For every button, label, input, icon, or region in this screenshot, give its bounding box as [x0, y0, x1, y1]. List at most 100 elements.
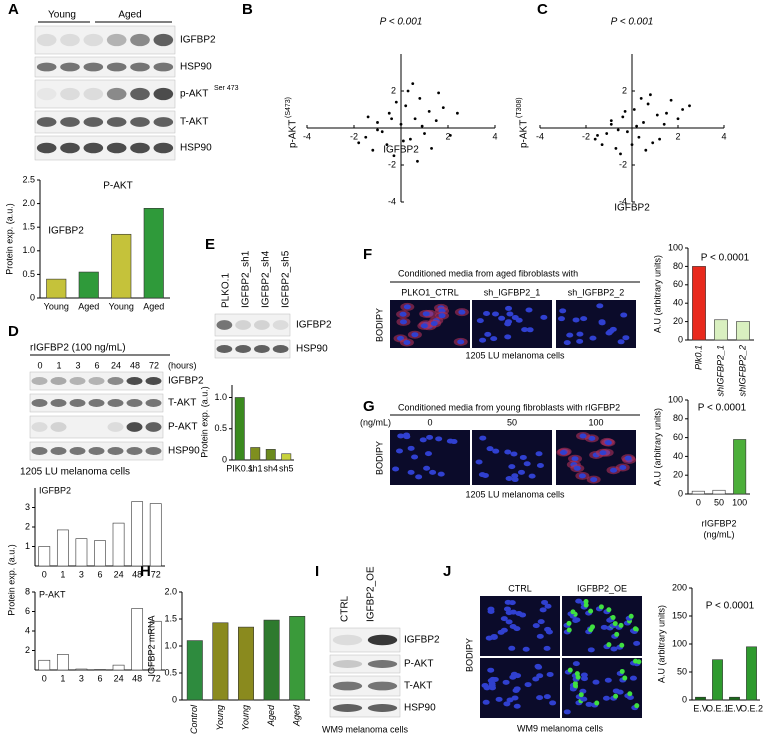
band	[83, 62, 104, 72]
nucleus	[598, 320, 606, 326]
x-tick-label: Control	[189, 704, 199, 734]
x-tick-label: 3	[79, 569, 84, 579]
point	[387, 111, 391, 115]
nucleus	[536, 673, 544, 679]
nucleus	[535, 664, 543, 670]
point	[416, 159, 419, 163]
nucleus	[503, 701, 511, 707]
nucleus	[420, 323, 428, 329]
band	[36, 87, 57, 101]
annotation: P < 0.0001	[701, 253, 750, 264]
nucleus	[506, 311, 514, 317]
lipid	[622, 675, 628, 681]
band	[367, 634, 398, 646]
blot	[29, 371, 164, 391]
band	[88, 399, 105, 407]
nucleus	[540, 314, 548, 320]
bar	[112, 664, 125, 671]
band	[88, 447, 105, 455]
point	[376, 121, 379, 124]
band	[31, 447, 48, 455]
blot	[329, 654, 401, 674]
lane-label: 24	[111, 360, 121, 370]
y-tick-label: 100	[668, 242, 683, 252]
nucleus	[622, 335, 630, 341]
nucleus	[489, 676, 497, 682]
lipid	[583, 599, 589, 605]
lipid	[566, 620, 572, 626]
point	[376, 128, 379, 132]
lipid	[614, 631, 620, 637]
point	[614, 146, 618, 150]
lipid	[613, 693, 619, 699]
lipid	[588, 627, 594, 633]
point	[385, 143, 389, 147]
x-tick-label: 6	[97, 569, 102, 579]
nucleus	[536, 695, 544, 701]
y-axis-label: p-AKT	[519, 120, 530, 148]
y-tick-label: 200	[672, 582, 687, 592]
lipid	[634, 703, 640, 709]
nucleus	[399, 319, 407, 325]
panel-letter: A	[8, 1, 19, 18]
bar	[695, 696, 706, 701]
nucleus	[599, 450, 607, 456]
bar	[746, 646, 757, 701]
nucleus	[590, 477, 598, 483]
point	[448, 134, 452, 137]
nucleus	[423, 465, 431, 471]
nucleus	[490, 633, 498, 639]
cells-label: 1205 LU melanoma cells	[465, 350, 565, 360]
band	[50, 422, 67, 432]
band	[106, 62, 127, 72]
nucleus	[579, 433, 587, 439]
nucleus	[505, 319, 513, 325]
label: Aged	[118, 10, 141, 21]
nucleus	[604, 677, 612, 683]
bar	[149, 620, 162, 671]
nucleus	[395, 448, 403, 454]
band	[145, 422, 162, 432]
lipid	[618, 622, 624, 628]
nucleus	[479, 435, 487, 441]
superscript: Ser 473	[214, 85, 239, 92]
condition-label: 50	[507, 417, 517, 427]
x-tick-label: 24	[114, 569, 124, 579]
point	[688, 104, 691, 108]
x-tick-label: shIGFBP2_2	[737, 345, 747, 397]
blot-label: HSP90	[404, 703, 436, 714]
band	[130, 117, 150, 127]
y-tick-label: 2	[25, 521, 30, 531]
x-tick-label: 2	[445, 131, 450, 141]
blot	[329, 698, 401, 718]
point	[605, 132, 609, 135]
nucleus	[585, 701, 593, 707]
band	[50, 377, 67, 385]
nucleus	[624, 455, 632, 461]
nucleus	[519, 612, 527, 618]
point	[609, 119, 613, 122]
x-tick-label: -4	[303, 131, 311, 141]
stain-label: BODIPY	[464, 638, 474, 672]
x-tick-label: 72	[151, 569, 161, 579]
x-tick-label: -2	[582, 131, 590, 141]
x-tick-label: O.E.2	[740, 703, 763, 713]
band	[69, 447, 86, 455]
nucleus	[483, 311, 491, 317]
x-tick-label: O.E.1	[706, 703, 729, 713]
blot	[34, 56, 176, 78]
y-tick-label: 50	[677, 666, 687, 676]
lipid	[570, 609, 576, 615]
point	[593, 137, 597, 141]
nucleus	[592, 679, 600, 685]
lipid	[594, 700, 600, 706]
nucleus	[508, 464, 516, 470]
nucleus	[543, 694, 551, 700]
bar	[729, 696, 740, 701]
lipid	[628, 613, 634, 619]
band	[36, 142, 57, 154]
point	[430, 146, 433, 150]
band	[83, 87, 104, 101]
condition-label: 100	[588, 417, 603, 427]
bar	[265, 449, 276, 461]
